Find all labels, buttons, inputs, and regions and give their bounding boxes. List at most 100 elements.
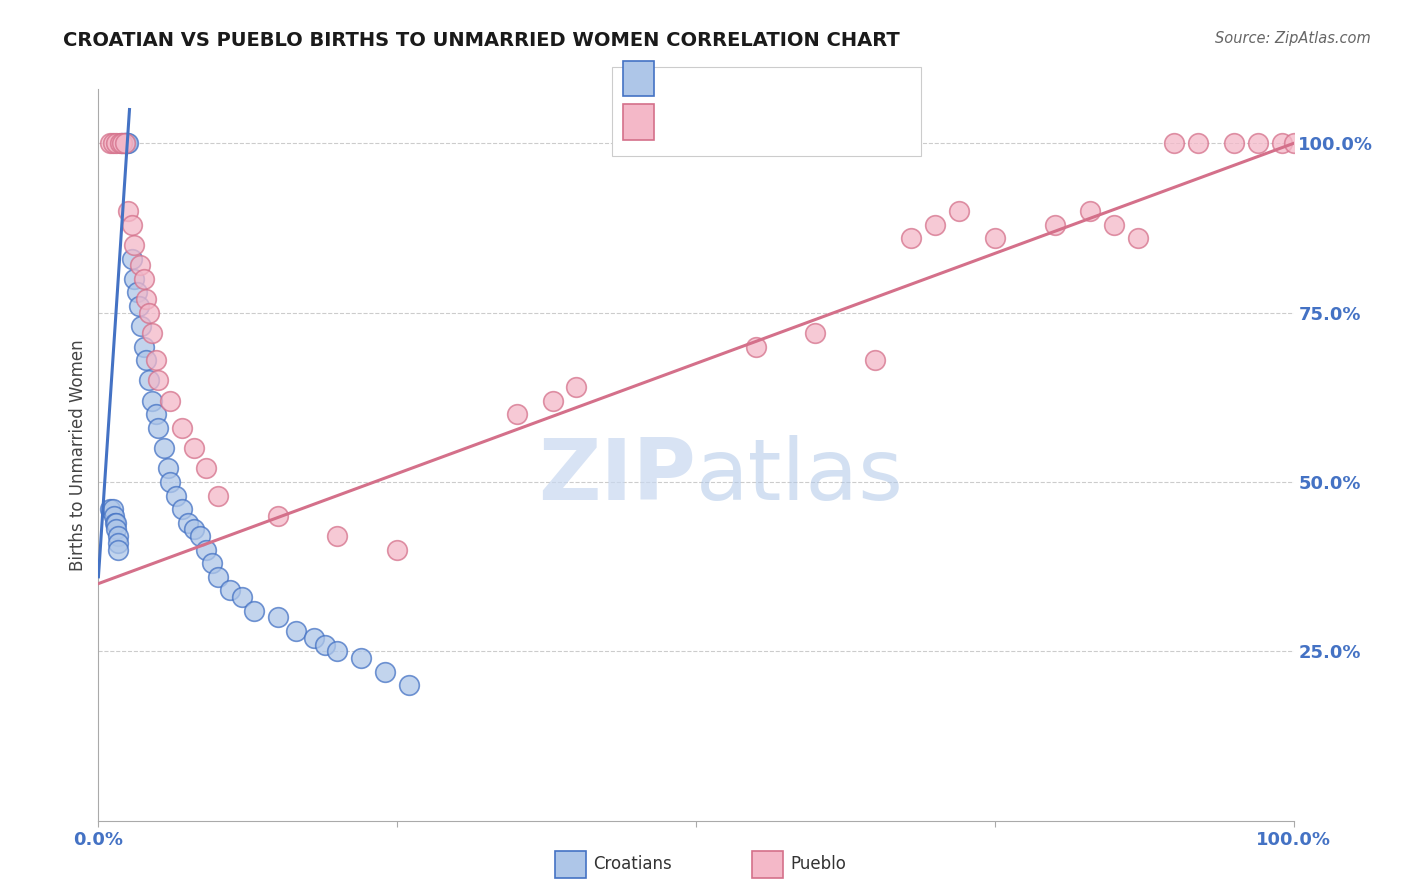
Text: CROATIAN VS PUEBLO BIRTHS TO UNMARRIED WOMEN CORRELATION CHART: CROATIAN VS PUEBLO BIRTHS TO UNMARRIED W… (63, 31, 900, 50)
Y-axis label: Births to Unmarried Women: Births to Unmarried Women (69, 339, 87, 571)
Point (165, 489, 187, 503)
Point (159, 475, 181, 489)
Point (114, 136, 136, 151)
Text: ZIP: ZIP (538, 435, 696, 518)
Point (159, 393, 181, 408)
Point (1080, 204, 1102, 219)
Point (132, 272, 155, 286)
Point (145, 407, 167, 421)
Point (1163, 136, 1185, 151)
Point (121, 252, 143, 266)
Point (101, 502, 124, 516)
Point (145, 353, 167, 368)
Point (132, 340, 155, 354)
Point (124, 238, 146, 252)
Point (541, 393, 564, 408)
Point (1282, 136, 1305, 151)
Point (374, 665, 396, 679)
Point (565, 380, 588, 394)
Point (231, 590, 253, 604)
Point (267, 610, 290, 624)
Point (1247, 136, 1270, 151)
Point (350, 651, 373, 665)
Point (107, 536, 129, 550)
Point (1187, 136, 1209, 151)
Point (138, 373, 160, 387)
Point (111, 136, 134, 151)
Point (98, 502, 122, 516)
Point (115, 136, 138, 151)
Text: atlas: atlas (696, 435, 904, 518)
Point (183, 523, 205, 537)
Point (98, 136, 122, 151)
Text: R = 0.625   N = 44: R = 0.625 N = 44 (665, 113, 849, 131)
Point (131, 319, 153, 334)
Point (315, 638, 337, 652)
Point (398, 678, 420, 692)
Text: Source: ZipAtlas.com: Source: ZipAtlas.com (1215, 31, 1371, 46)
Point (172, 502, 194, 516)
Point (207, 489, 229, 503)
Point (385, 542, 409, 557)
Point (138, 306, 160, 320)
Point (1271, 136, 1294, 151)
Text: Croatians: Croatians (593, 855, 672, 873)
Point (104, 516, 127, 530)
Point (135, 353, 157, 368)
Point (188, 529, 211, 543)
Point (101, 136, 124, 151)
Point (124, 272, 146, 286)
Point (302, 631, 325, 645)
Text: R = 0.609   N = 47: R = 0.609 N = 47 (665, 70, 849, 87)
Point (153, 441, 176, 455)
Point (172, 421, 194, 435)
Point (148, 373, 170, 387)
Point (284, 624, 307, 638)
Point (117, 136, 139, 151)
Point (900, 231, 922, 245)
Point (105, 523, 128, 537)
Point (924, 218, 946, 232)
Point (148, 421, 170, 435)
Point (103, 508, 125, 523)
Point (117, 204, 139, 219)
Point (201, 556, 224, 570)
Point (128, 299, 150, 313)
Point (984, 231, 1007, 245)
Point (745, 340, 768, 354)
Point (105, 136, 128, 151)
Point (129, 258, 152, 272)
Point (107, 542, 129, 557)
Point (1128, 231, 1150, 245)
Point (108, 136, 131, 151)
Point (195, 461, 218, 475)
Point (135, 292, 157, 306)
Point (156, 461, 179, 475)
Point (326, 644, 349, 658)
Point (183, 441, 205, 455)
Point (267, 508, 290, 523)
Point (1104, 218, 1126, 232)
Text: Pueblo: Pueblo (790, 855, 846, 873)
Point (177, 516, 200, 530)
Point (326, 529, 349, 543)
Point (114, 136, 136, 151)
Point (219, 583, 242, 598)
Point (114, 136, 136, 151)
Point (243, 604, 266, 618)
Point (121, 218, 143, 232)
Point (804, 326, 827, 340)
Point (195, 542, 218, 557)
Point (105, 516, 128, 530)
Point (141, 326, 163, 340)
Point (207, 570, 229, 584)
Point (107, 529, 129, 543)
Point (141, 393, 163, 408)
Point (506, 407, 529, 421)
Point (865, 353, 887, 368)
Point (1043, 218, 1066, 232)
Point (125, 285, 148, 300)
Point (1223, 136, 1246, 151)
Point (111, 136, 134, 151)
Point (948, 204, 970, 219)
